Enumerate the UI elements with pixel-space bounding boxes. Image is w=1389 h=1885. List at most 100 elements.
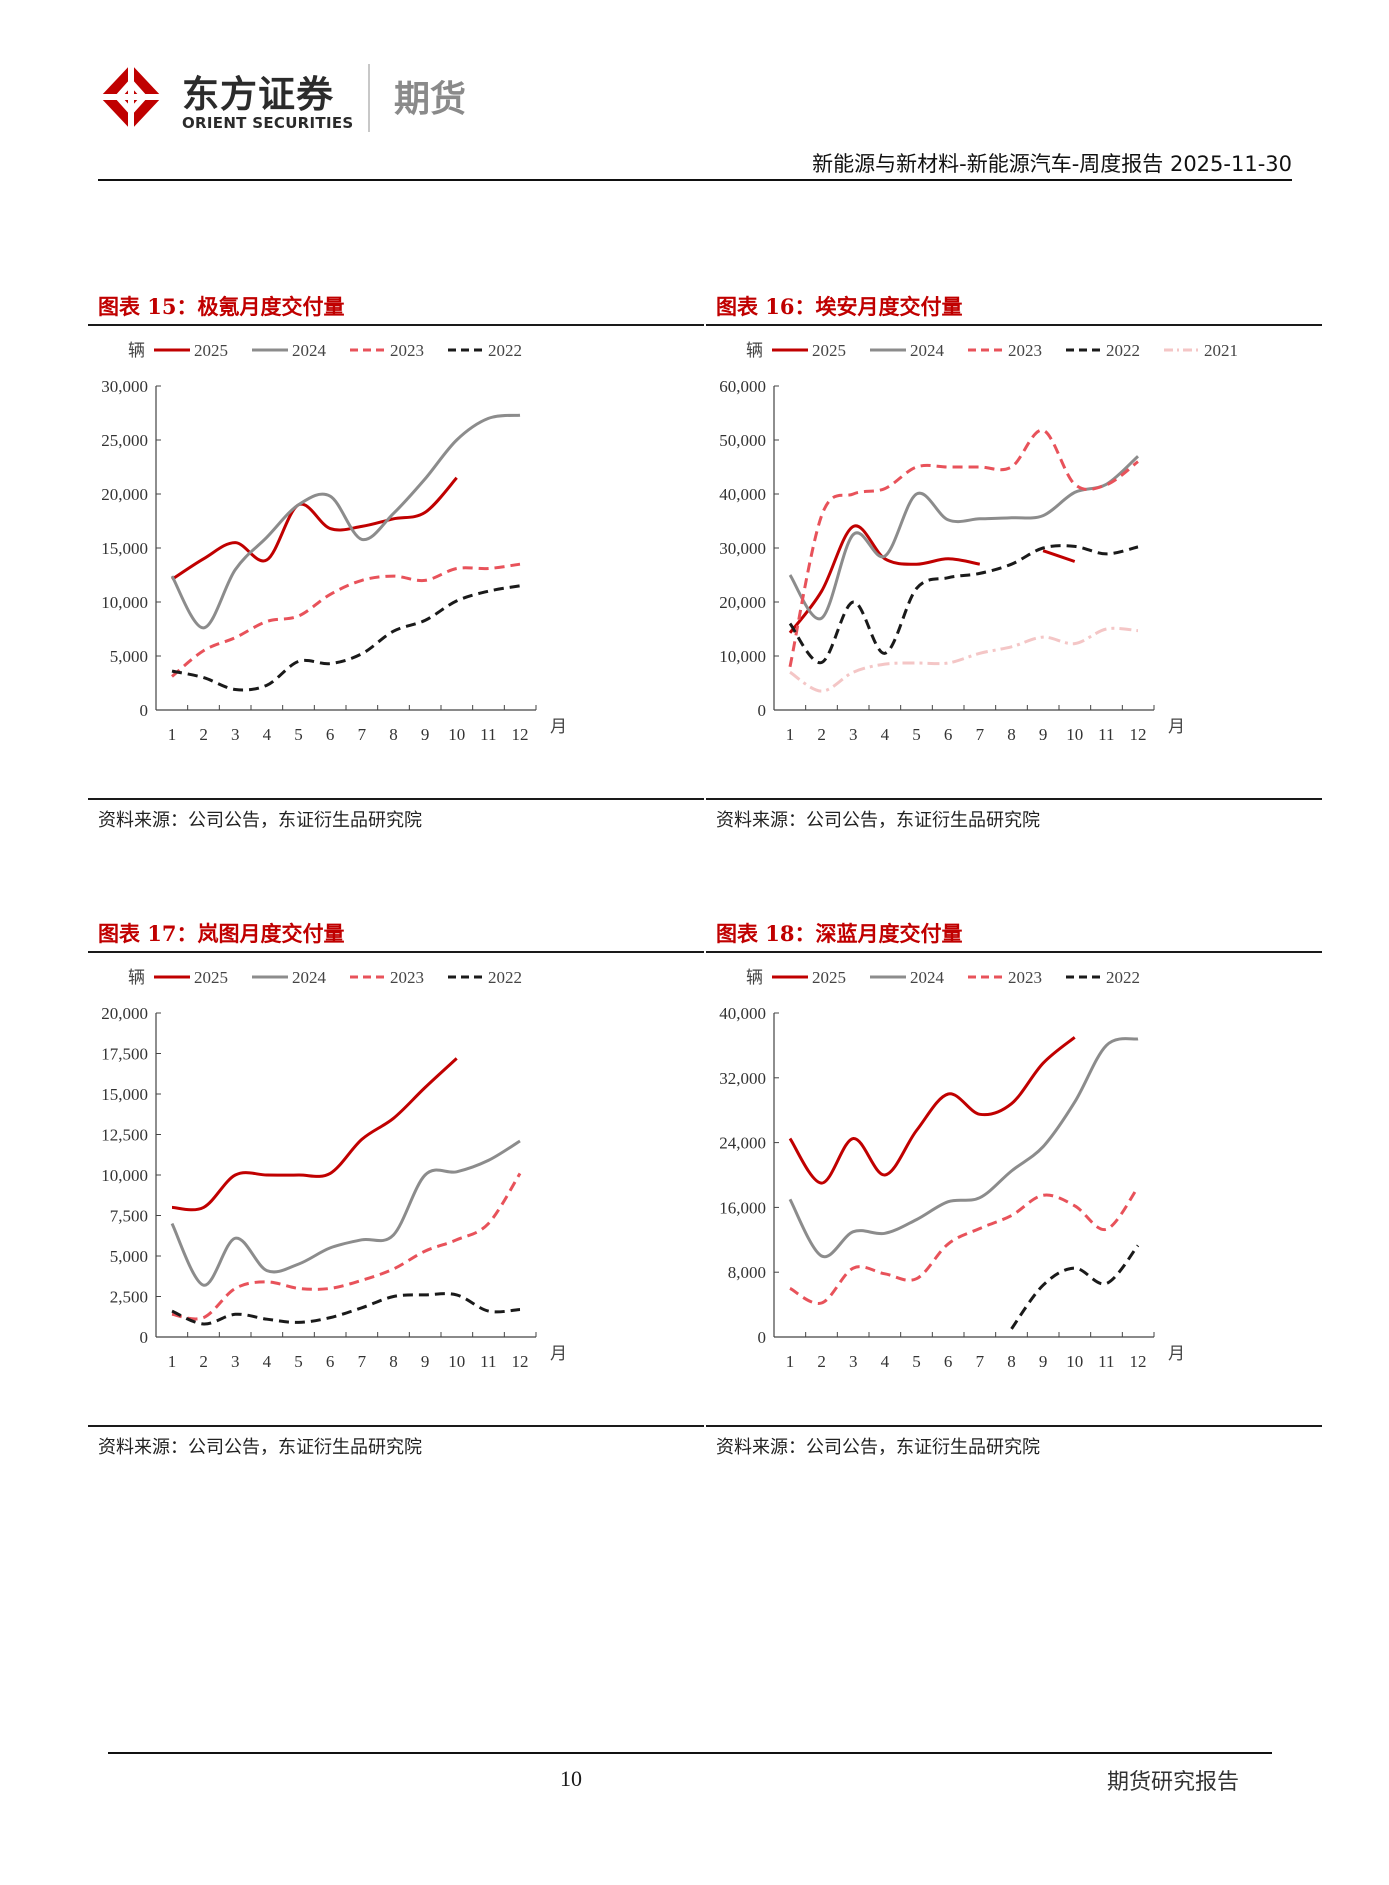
x-tick-label: 7 [976, 725, 985, 744]
series-line-2023 [789, 1186, 1140, 1305]
chart-voyah-deliveries: 辆 2025 2024 2023 2022 0 2,500 5,000 7,500 10,000 1… [101, 968, 567, 1371]
orient-logo-icon [98, 62, 164, 132]
x-tick-label: 5 [294, 725, 303, 744]
y-tick-label: 15,000 [101, 1085, 148, 1104]
series-line-2023 [171, 562, 521, 678]
page-number: 10 [560, 1766, 582, 1791]
series-line-2024 [170, 1139, 521, 1287]
chart-legend: 辆 2025 2024 2023 2022 [128, 968, 522, 988]
y-tick-label: 2,500 [110, 1288, 148, 1307]
y-unit-label: 辆 [746, 968, 763, 988]
y-tick-label: 20,000 [101, 1004, 148, 1023]
x-tick-label: 4 [263, 725, 272, 744]
y-tick-label: 8,000 [728, 1263, 766, 1282]
legend-item-2023: 2023 [968, 968, 1042, 987]
legend-label: 2022 [1106, 341, 1140, 360]
series-line-2023 [171, 1172, 522, 1321]
x-tick-label: 1 [168, 725, 177, 744]
x-tick-label: 9 [421, 1352, 430, 1371]
y-tick-label: 30,000 [719, 539, 766, 558]
x-tick-label: 2 [817, 1352, 826, 1371]
x-tick-label: 8 [1007, 725, 1016, 744]
figure-16: 图表 16：埃安月度交付量 辆 2025 2024 2023 2022 2021 0 10,0… [706, 290, 1322, 832]
x-unit-label: 月 [1168, 1344, 1185, 1364]
x-tick-label: 2 [199, 725, 208, 744]
x-tick-label: 2 [817, 725, 826, 744]
legend-item-2023: 2023 [350, 968, 424, 987]
y-tick-label: 20,000 [719, 593, 766, 612]
x-tick-label: 12 [512, 1352, 529, 1371]
legend-label: 2021 [1204, 341, 1238, 360]
chart-deepal-deliveries: 辆 2025 2024 2023 2022 0 8,000 16,000 24,000 32,00… [719, 968, 1185, 1371]
y-unit-label: 辆 [746, 341, 763, 361]
legend-label: 2024 [292, 341, 327, 360]
y-tick-label: 0 [140, 701, 149, 720]
x-tick-label: 5 [912, 725, 921, 744]
legend-item-2025: 2025 [772, 341, 846, 360]
legend-item-2024: 2024 [870, 341, 945, 360]
series-2025 [788, 1036, 1076, 1185]
logo-divider [368, 64, 370, 132]
y-tick-label: 15,000 [101, 539, 148, 558]
x-tick-label: 4 [263, 1352, 272, 1371]
y-unit-label: 辆 [128, 341, 145, 361]
y-tick-label: 5,000 [110, 647, 148, 666]
series-line-2024 [170, 413, 521, 630]
x-tick-label: 3 [231, 1352, 240, 1371]
y-tick-label: 60,000 [719, 377, 766, 396]
legend-label: 2022 [488, 968, 522, 987]
x-tick-label: 10 [448, 1352, 465, 1371]
legend-label: 2025 [194, 341, 228, 360]
chart-legend: 辆 2025 2024 2023 2022 [746, 968, 1140, 988]
y-tick-label: 10,000 [101, 593, 148, 612]
footer-rule [108, 1752, 1272, 1754]
y-tick-label: 16,000 [719, 1198, 766, 1217]
series-2022 [1010, 1244, 1140, 1330]
series-2024 [788, 455, 1140, 621]
legend-label: 2023 [390, 968, 424, 987]
x-tick-label: 12 [512, 725, 529, 744]
y-tick-label: 25,000 [101, 431, 148, 450]
series-line-2022 [788, 544, 1139, 665]
legend-label: 2024 [910, 968, 945, 987]
x-tick-label: 7 [358, 1352, 367, 1371]
figure-source: 资料来源：公司公告，东证衍生品研究院 [706, 1425, 1322, 1459]
y-tick-label: 40,000 [719, 1004, 766, 1023]
x-tick-label: 10 [1066, 1352, 1083, 1371]
series-2023 [171, 1172, 522, 1321]
legend-item-2024: 2024 [870, 968, 945, 987]
series-line-2025 [171, 476, 458, 581]
x-tick-label: 6 [326, 725, 335, 744]
footer-report-type: 期货研究报告 [1106, 1770, 1239, 1795]
x-tick-label: 8 [389, 725, 398, 744]
figure-15: 图表 15：极氪月度交付量 辆 2025 2024 2023 2022 0 5,000 10,… [88, 290, 704, 832]
legend-item-2025: 2025 [772, 968, 846, 987]
series-line-2022 [171, 1292, 521, 1326]
y-tick-label: 20,000 [101, 485, 148, 504]
x-tick-label: 7 [358, 725, 367, 744]
x-tick-label: 1 [786, 725, 795, 744]
y-tick-label: 12,500 [101, 1126, 148, 1145]
x-tick-label: 11 [480, 1352, 496, 1371]
figure-source: 资料来源：公司公告，东证衍生品研究院 [88, 798, 704, 832]
legend-item-2025: 2025 [154, 341, 228, 360]
x-tick-label: 6 [326, 1352, 335, 1371]
series-line-2025 [171, 1057, 458, 1212]
series-2024 [170, 413, 521, 630]
x-tick-label: 3 [849, 1352, 858, 1371]
x-tick-label: 12 [1130, 725, 1147, 744]
y-tick-label: 5,000 [110, 1247, 148, 1266]
series-line-2024 [788, 455, 1140, 621]
figure-title: 图表 16：埃安月度交付量 [706, 290, 1322, 326]
y-tick-label: 10,000 [719, 647, 766, 666]
x-tick-label: 8 [389, 1352, 398, 1371]
series-2025 [171, 476, 458, 581]
series-line-2025 [1042, 549, 1076, 563]
x-tick-label: 11 [1098, 725, 1114, 744]
x-tick-label: 4 [881, 1352, 890, 1371]
x-unit-label: 月 [550, 717, 567, 737]
chart-legend: 辆 2025 2024 2023 2022 2021 [746, 341, 1238, 361]
division-label: 期货 [394, 79, 467, 120]
x-tick-label: 11 [480, 725, 496, 744]
x-tick-label: 1 [168, 1352, 177, 1371]
